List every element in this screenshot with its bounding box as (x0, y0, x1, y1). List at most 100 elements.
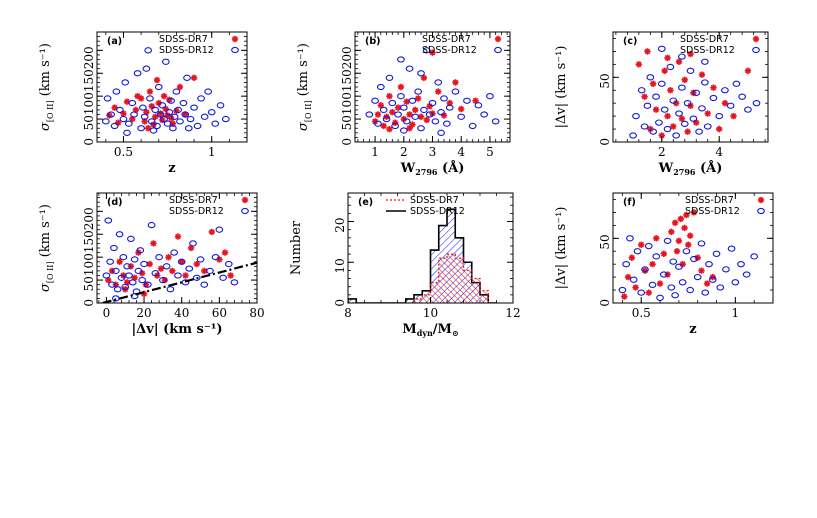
point-dr12 (712, 250, 721, 257)
point-dr7 (698, 71, 706, 78)
point-dr7-stroke (674, 248, 680, 255)
point-dr7-stroke (141, 118, 148, 125)
point-dr12 (137, 125, 145, 132)
point-dr7 (649, 260, 656, 268)
point-dr7 (146, 260, 153, 268)
point-dr12 (463, 97, 471, 104)
point-dr7 (386, 92, 393, 100)
point-dr12 (737, 261, 745, 268)
y-tick-label: 0 (82, 138, 96, 146)
point-dr7-stroke (426, 103, 433, 110)
point-dr7-stroke (392, 119, 399, 126)
point-dr12 (108, 281, 116, 288)
point-dr12 (457, 113, 466, 120)
point-dr12 (189, 240, 197, 247)
point-dr12 (397, 93, 405, 100)
point-dr7 (624, 273, 632, 281)
point-dr12 (107, 111, 115, 118)
point-dr7 (730, 112, 737, 120)
point-dr12 (230, 279, 239, 286)
point-dr12 (102, 272, 111, 279)
panel-letter: (c) (623, 36, 637, 47)
point-dr12 (417, 70, 425, 77)
legend-marker-dr7 (241, 196, 249, 204)
point-dr7 (681, 224, 688, 232)
point-dr7-stroke (698, 267, 705, 274)
point-dr7 (710, 84, 717, 91)
x-tick-label: 10 (423, 306, 438, 320)
point-dr7-stroke (446, 100, 453, 106)
point-dr12 (632, 112, 640, 120)
point-dr7-stroke (169, 268, 176, 274)
point-dr12 (659, 271, 668, 278)
point-dr12 (437, 109, 445, 116)
point-dr7-stroke (421, 75, 427, 81)
legend-marker-dr7-stroke (495, 36, 501, 42)
hist-bar-dr12 (414, 294, 423, 303)
hist-bar-dr7 (430, 282, 439, 303)
point-dr12 (193, 122, 202, 130)
point-dr12 (752, 100, 761, 107)
x-tick-label: 0.5 (632, 306, 651, 320)
point-dr12 (693, 273, 702, 281)
point-dr7-stroke (152, 113, 159, 120)
panel-letter: (d) (107, 197, 122, 208)
point-dr7-stroke (116, 258, 123, 265)
y-tick-label: 50 (598, 234, 612, 249)
x-tick-label: 12 (505, 306, 520, 320)
point-dr12 (183, 74, 191, 81)
point-dr7 (134, 92, 141, 100)
point-dr12 (678, 84, 686, 91)
legend-marker-dr7 (231, 35, 239, 43)
point-dr7 (452, 79, 459, 86)
x-axis-label: W2796 (Å) (658, 160, 723, 177)
point-dr7-stroke (375, 111, 381, 118)
x-axis-label: z (168, 161, 175, 176)
x-tick-label: 20 (136, 306, 151, 320)
point-dr7-stroke (681, 225, 688, 231)
point-dr7-stroke (670, 123, 677, 130)
hist-bar-dr7 (455, 258, 464, 303)
x-tick-label: 0.5 (114, 145, 133, 159)
point-dr7 (157, 265, 165, 272)
point-dr7-stroke (638, 241, 645, 248)
point-dr12 (192, 274, 201, 281)
point-dr12 (161, 58, 170, 65)
point-dr12 (142, 65, 151, 72)
point-dr12 (181, 279, 190, 286)
x-tick-label: 1 (208, 145, 216, 159)
point-dr12 (115, 231, 124, 238)
point-dr7-stroke (657, 280, 663, 287)
legend-marker-dr7-stroke (753, 36, 759, 42)
point-dr12 (652, 253, 661, 260)
point-dr7 (458, 105, 465, 113)
point-dr7-stroke (106, 112, 113, 119)
point-dr12 (112, 88, 121, 95)
point-dr7 (406, 125, 413, 132)
point-dr12 (660, 106, 669, 113)
point-dr12 (159, 276, 167, 284)
y-tick-label: 100 (82, 253, 96, 276)
point-dr12 (422, 47, 431, 54)
legend-marker-dr7 (752, 35, 760, 43)
point-dr7 (221, 249, 229, 256)
panel-letter: (b) (365, 36, 380, 47)
point-dr12 (197, 95, 205, 102)
legend-marker-dr7-stroke (758, 197, 764, 203)
point-dr12 (727, 245, 736, 252)
point-dr7 (675, 58, 683, 65)
point-dr12 (165, 109, 174, 116)
point-dr7-stroke (676, 58, 682, 65)
point-dr12 (440, 95, 448, 102)
y-axis-label: σ[O II] (km s⁻¹) (38, 43, 55, 131)
y-tick-label: 0 (598, 299, 612, 307)
point-dr12 (147, 118, 156, 125)
point-dr12 (726, 102, 735, 109)
point-dr7-stroke (145, 125, 152, 132)
point-dr7-stroke (138, 95, 144, 102)
point-dr12 (428, 99, 437, 107)
point-dr12 (689, 115, 698, 122)
point-dr12 (394, 111, 402, 118)
point-dr7-stroke (158, 265, 164, 272)
point-dr12 (211, 254, 220, 261)
